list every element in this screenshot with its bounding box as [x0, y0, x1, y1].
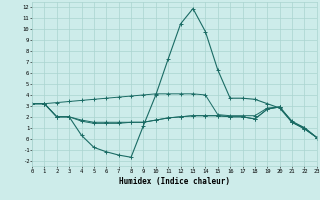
- X-axis label: Humidex (Indice chaleur): Humidex (Indice chaleur): [119, 177, 230, 186]
